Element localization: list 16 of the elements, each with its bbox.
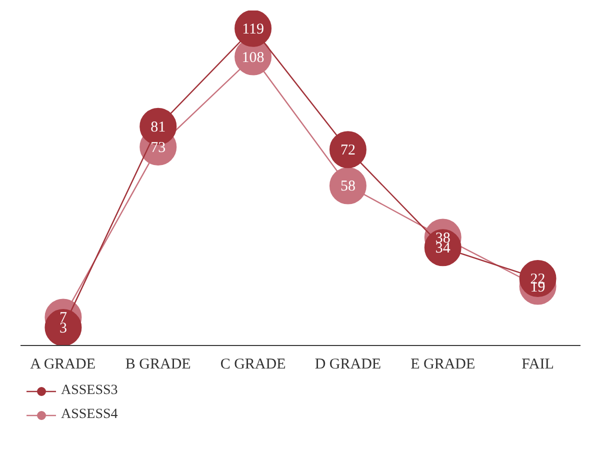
data-label: 73	[150, 140, 166, 156]
point	[329, 131, 366, 168]
legend-label: ASSESS3	[61, 383, 118, 399]
x-tick-label: FAIL	[522, 356, 554, 372]
data-label: 58	[340, 178, 356, 195]
data-label: 72	[340, 142, 356, 159]
x-tick-label: C GRADE	[220, 356, 286, 372]
data-label: 119	[242, 21, 264, 38]
data-label: 81	[150, 119, 166, 136]
data-label: 108	[242, 50, 264, 66]
x-tick-label: A GRADE	[30, 356, 96, 372]
point	[44, 309, 82, 346]
legend-label: ASSESS4	[61, 407, 118, 423]
x-tick-label: D GRADE	[314, 356, 382, 372]
x-tick-label: B GRADE	[125, 356, 191, 372]
x-tick-label: E GRADE	[410, 356, 476, 372]
